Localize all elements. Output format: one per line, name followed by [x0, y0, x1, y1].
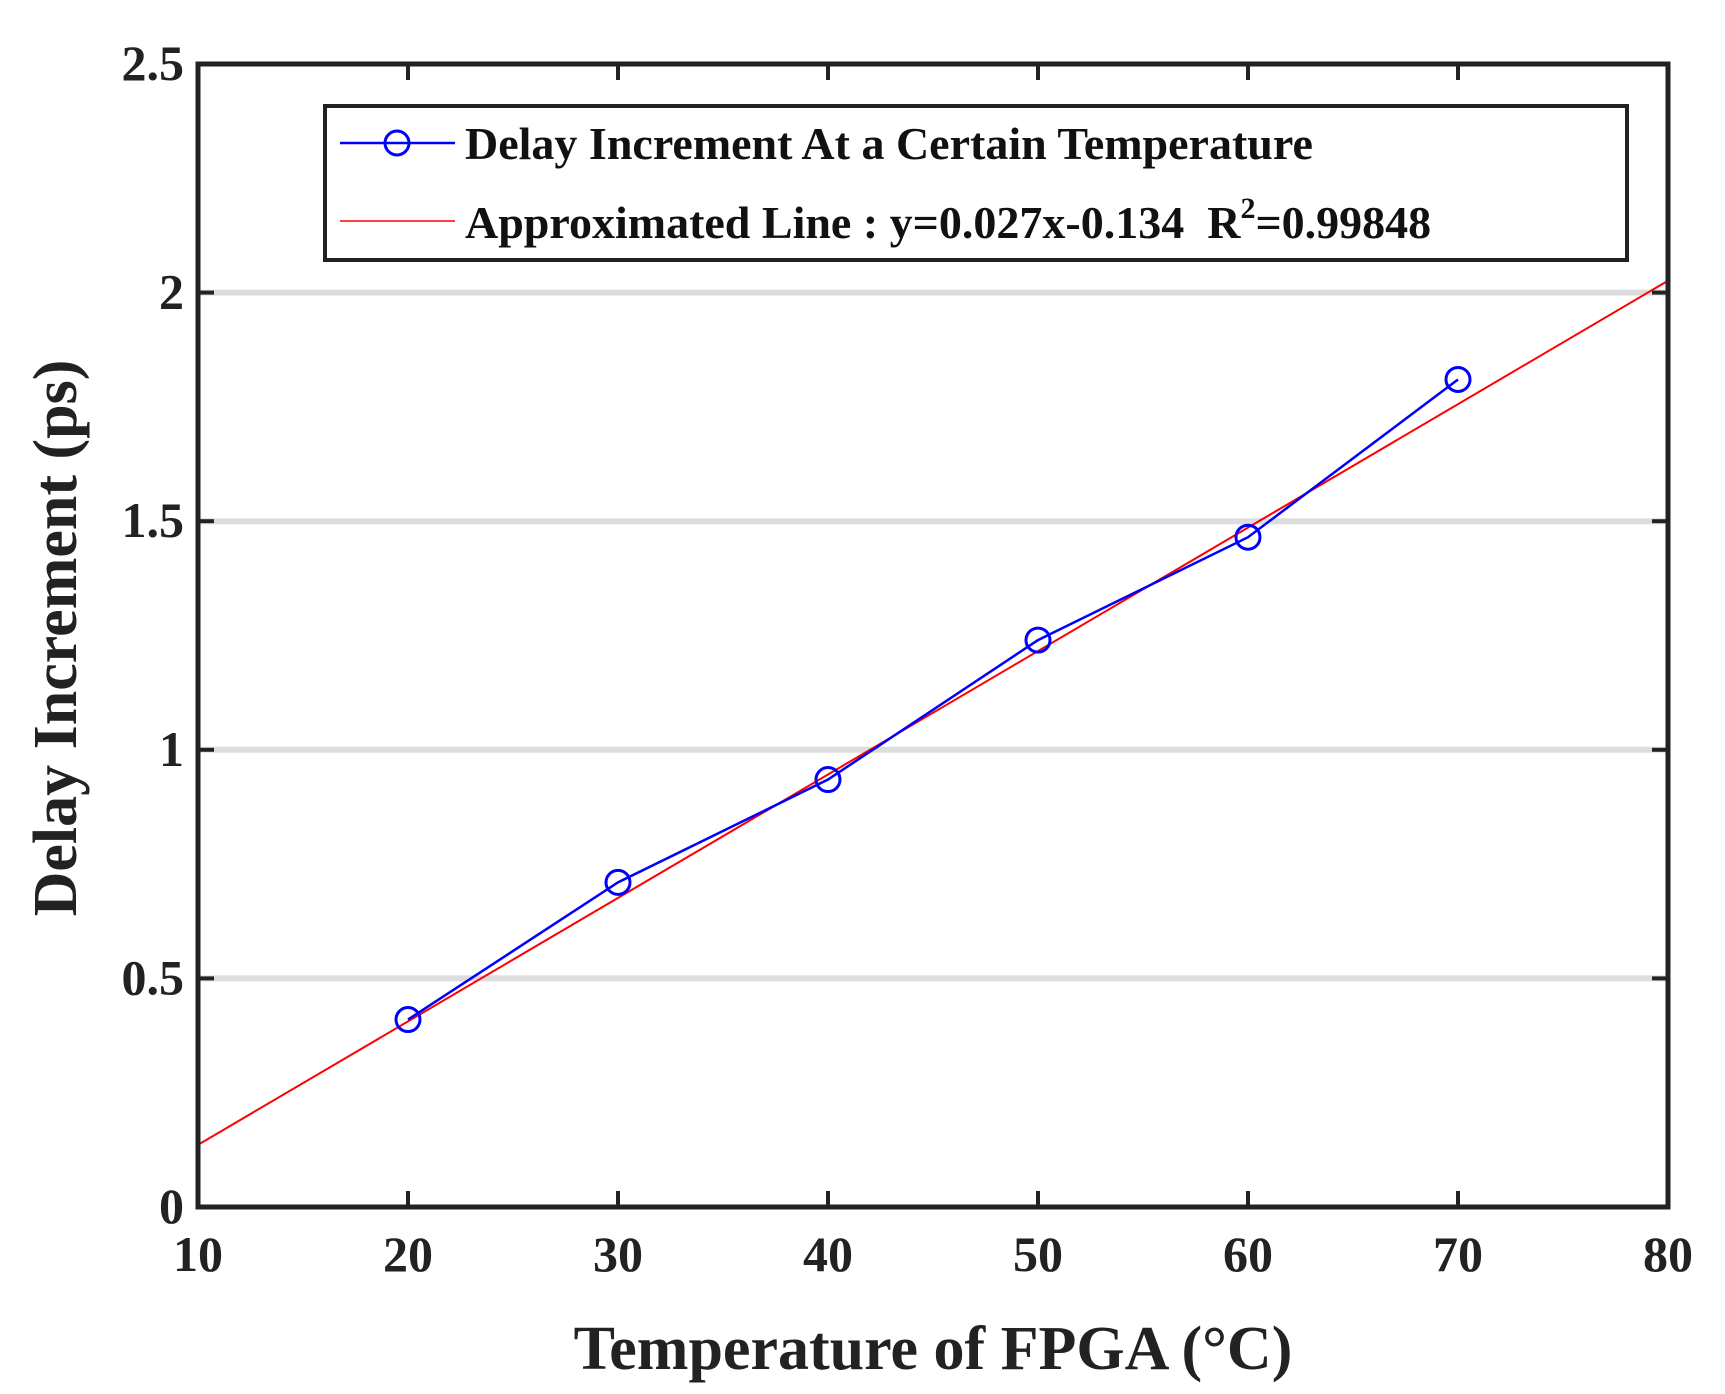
measured-point — [1234, 523, 1262, 551]
legend-box — [323, 104, 1629, 262]
x-tick-label: 20 — [383, 1226, 433, 1282]
legend: Delay Increment At a Certain Temperature… — [323, 104, 1629, 262]
legend-fit-equation: Approximated Line : y=0.027x-0.134 — [465, 197, 1184, 248]
x-tick-label: 70 — [1433, 1226, 1483, 1282]
y-axis-label: Delay Increment (ps) — [22, 360, 90, 917]
y-tick-label: 2.5 — [122, 35, 185, 91]
x-tick-label: 30 — [593, 1226, 643, 1282]
grid-lines — [198, 289, 1668, 982]
measured-point — [1024, 626, 1052, 654]
measured-point — [1444, 365, 1472, 393]
series-layer — [197, 279, 1669, 1146]
x-tick-label: 50 — [1013, 1226, 1063, 1282]
y-tick-label: 0 — [159, 1178, 184, 1234]
measured-point — [394, 1006, 422, 1034]
y-tick-label: 0.5 — [122, 949, 185, 1005]
legend-r-squared-value: =0.99848 — [1255, 197, 1431, 248]
x-tick-label: 80 — [1643, 1226, 1693, 1282]
axis-ticks: 0 0.5 1 1.5 2 2.5 10 20 30 40 50 60 70 80 — [122, 35, 1694, 1282]
legend-r-squared-symbol: R — [1207, 197, 1241, 248]
y-tick-label: 1 — [159, 721, 184, 777]
legend-fit-label: Approximated Line : y=0.027x-0.134 R2=0.… — [465, 192, 1431, 248]
fit-line — [197, 279, 1669, 1146]
y-tick-label: 2 — [159, 264, 184, 320]
measured-point — [604, 868, 632, 896]
legend-r-squared-exponent: 2 — [1240, 192, 1255, 225]
plot-frame — [195, 61, 1671, 1210]
x-tick-label: 10 — [173, 1226, 223, 1282]
legend-measured-marker — [383, 129, 411, 157]
x-tick-label: 60 — [1223, 1226, 1273, 1282]
measured-line — [407, 378, 1459, 1021]
x-tick-label: 40 — [803, 1226, 853, 1282]
x-axis-label: Temperature of FPGA (°C) — [574, 1315, 1293, 1383]
legend-measured-label: Delay Increment At a Certain Temperature — [465, 118, 1313, 169]
measured-point — [814, 766, 842, 794]
y-tick-label: 1.5 — [122, 492, 185, 548]
